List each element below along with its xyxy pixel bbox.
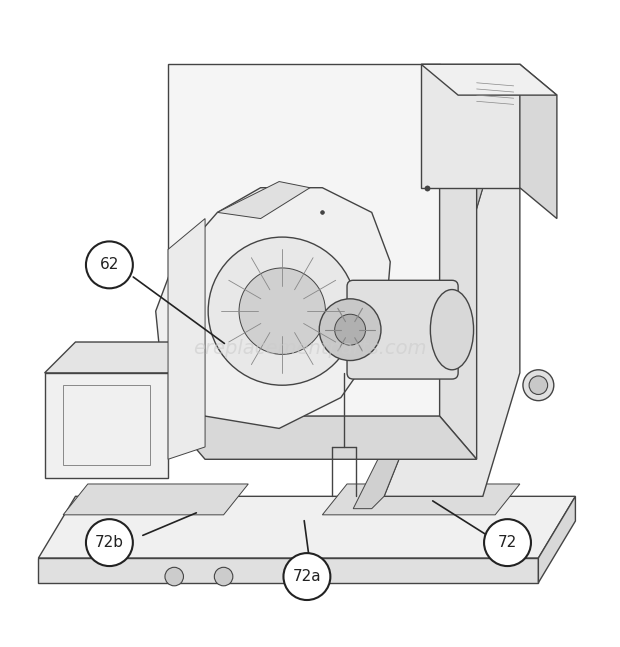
Circle shape <box>319 299 381 360</box>
Text: 72b: 72b <box>95 535 124 550</box>
Ellipse shape <box>430 290 474 370</box>
Polygon shape <box>168 416 477 459</box>
Text: 62: 62 <box>100 258 119 272</box>
Polygon shape <box>38 496 575 558</box>
Polygon shape <box>440 64 477 459</box>
Polygon shape <box>322 484 520 515</box>
Polygon shape <box>38 558 538 583</box>
Polygon shape <box>45 373 168 477</box>
Circle shape <box>335 314 366 345</box>
Circle shape <box>484 519 531 566</box>
Text: ereplacementparts.com: ereplacementparts.com <box>193 338 427 358</box>
Polygon shape <box>538 496 575 583</box>
Text: 72: 72 <box>498 535 517 550</box>
Polygon shape <box>353 188 483 509</box>
Polygon shape <box>168 64 440 416</box>
Circle shape <box>165 567 184 586</box>
Polygon shape <box>421 64 520 188</box>
Circle shape <box>283 553 330 600</box>
Polygon shape <box>421 64 557 95</box>
Text: 72a: 72a <box>293 569 321 584</box>
Polygon shape <box>45 342 199 373</box>
Polygon shape <box>156 188 390 428</box>
Polygon shape <box>168 219 205 459</box>
Circle shape <box>208 237 356 385</box>
Circle shape <box>523 370 554 400</box>
Circle shape <box>529 376 547 395</box>
Circle shape <box>239 268 326 355</box>
Polygon shape <box>63 484 248 515</box>
Polygon shape <box>520 64 557 219</box>
Circle shape <box>215 567 233 586</box>
FancyBboxPatch shape <box>347 280 458 379</box>
Circle shape <box>86 241 133 289</box>
Polygon shape <box>218 182 310 219</box>
Polygon shape <box>384 188 520 496</box>
Circle shape <box>86 519 133 566</box>
